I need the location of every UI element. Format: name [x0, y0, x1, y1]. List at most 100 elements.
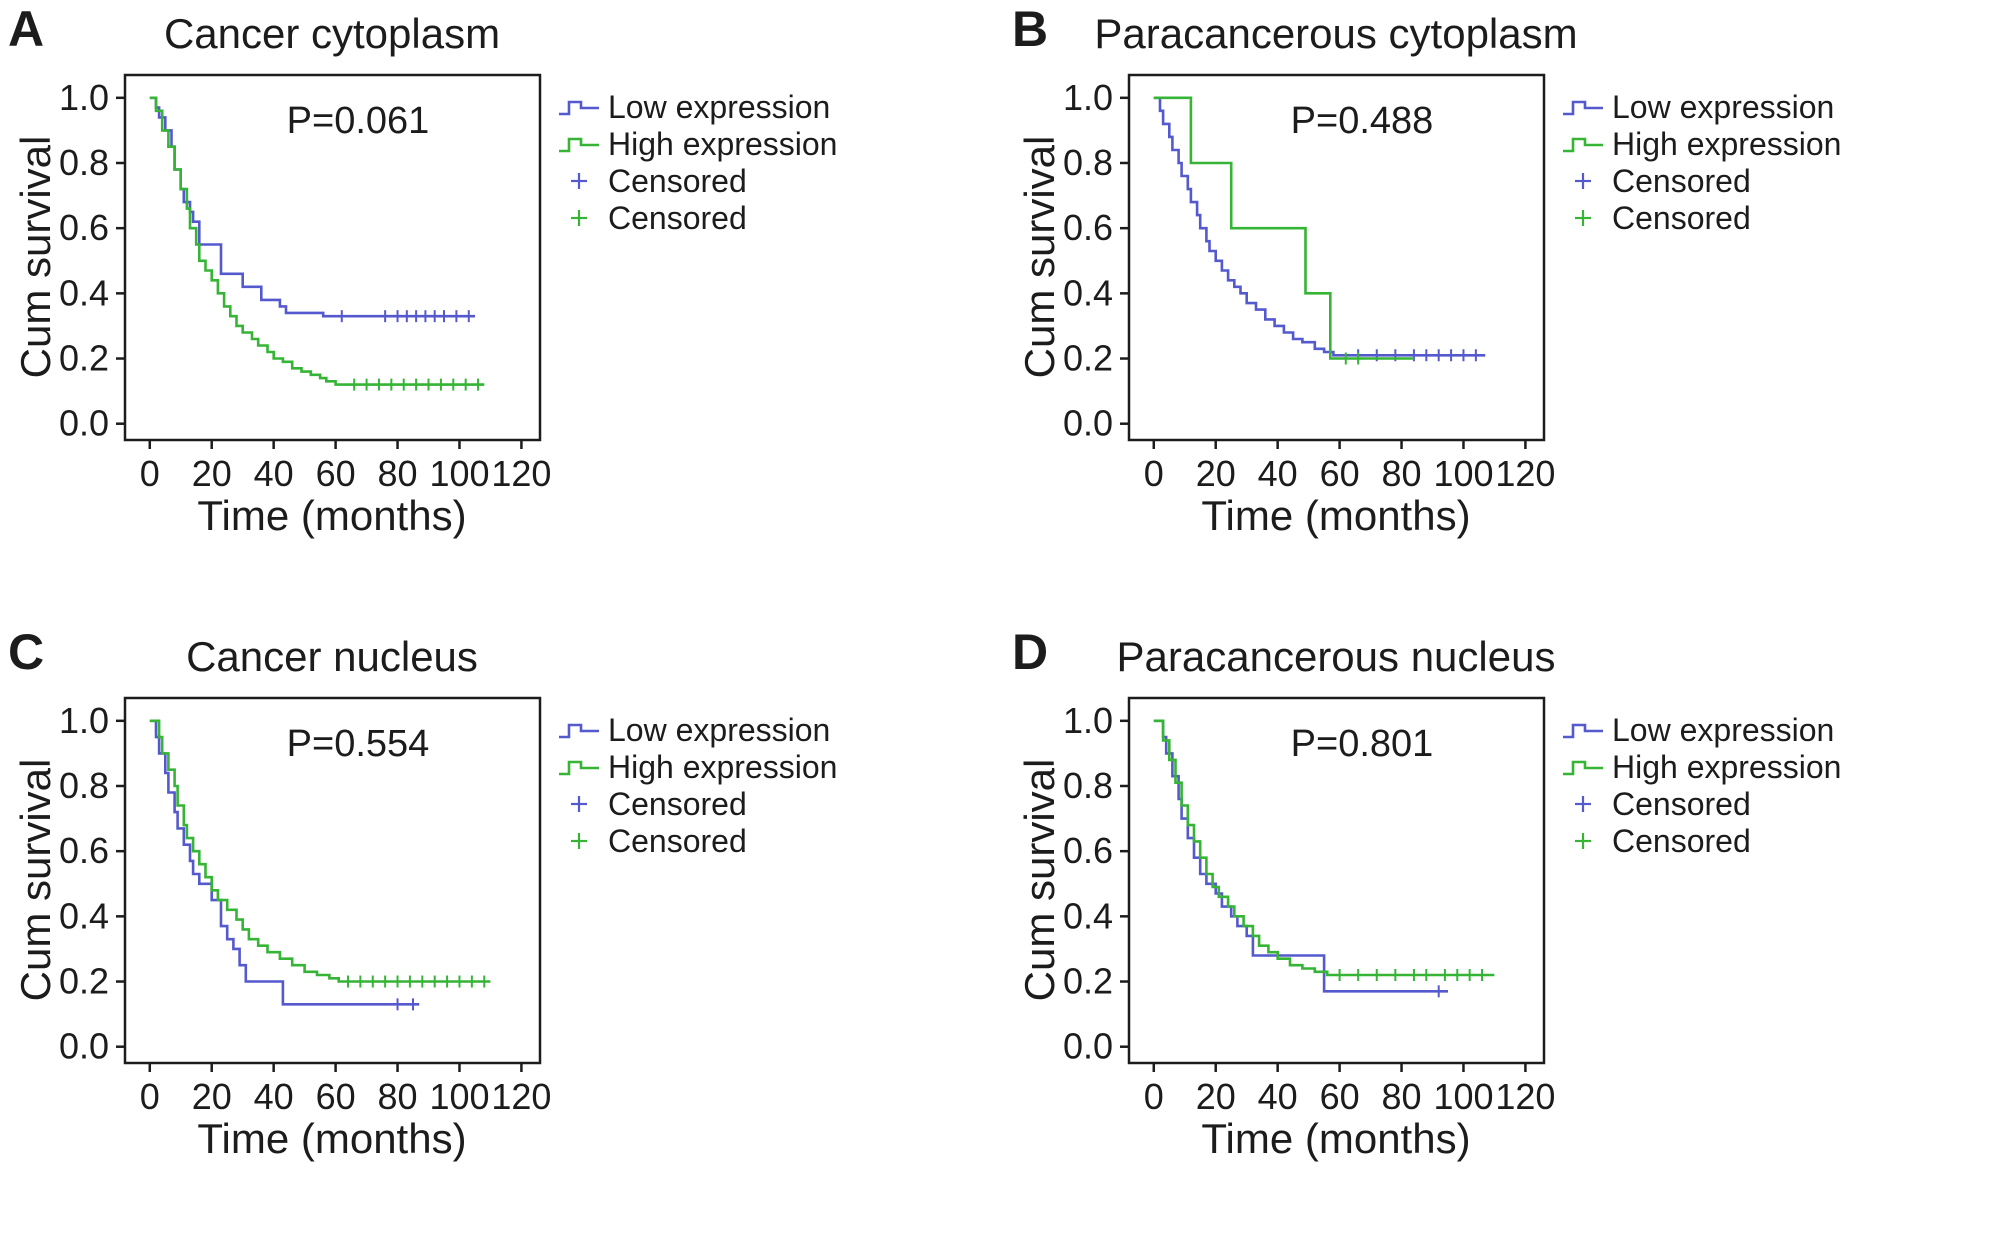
- y-tick-label: 1.0: [1063, 700, 1113, 741]
- survival-curve-low-expression: [149, 719, 420, 1006]
- y-tick-label: 0.0: [59, 1026, 109, 1067]
- legend-item-censored-low: Censored: [1560, 164, 1841, 198]
- y-tick-label: 0.8: [1063, 765, 1113, 806]
- survival-curve-low-expression: [1153, 719, 1448, 993]
- legend-item-censored-low: Censored: [1560, 787, 1841, 821]
- panel-label: A: [8, 1, 46, 57]
- y-tick-label: 0.6: [59, 830, 109, 871]
- x-tick-label: 80: [1382, 453, 1422, 494]
- x-tick-label: 20: [192, 453, 232, 494]
- censored-plus-icon: [1575, 173, 1591, 189]
- p-value-annotation: P=0.554: [286, 723, 430, 765]
- survival-curve-high-expression: [149, 719, 491, 983]
- step-line-icon: [559, 100, 599, 116]
- legend-label: Low expression: [1612, 712, 1835, 748]
- x-tick-label: 40: [1258, 453, 1298, 494]
- legend-label: Censored: [1612, 200, 1751, 236]
- y-tick-label: 0.2: [59, 338, 109, 379]
- x-tick-label: 60: [1320, 1076, 1360, 1117]
- y-tick-label: 0.2: [59, 961, 109, 1002]
- step-line-icon: [1563, 760, 1603, 776]
- plot-frame: [123, 73, 542, 442]
- legend-label: Low expression: [1612, 89, 1835, 125]
- step-line-icon: [1563, 723, 1603, 739]
- legend-item-low: Low expression: [1560, 90, 1841, 124]
- legend: Low expression High expression Censored Cen…: [1560, 713, 1841, 858]
- censored-plus-icon: [1575, 210, 1591, 226]
- legend: Low expression High expression Censored Cen…: [556, 713, 837, 858]
- survival-curve-high-expression: [149, 96, 485, 386]
- legend-label: Censored: [608, 786, 747, 822]
- x-axis-label: Time (months): [1201, 1115, 1471, 1162]
- x-axis-label: Time (months): [197, 492, 467, 539]
- censored-plus-icon: [1575, 796, 1591, 812]
- legend-label: Censored: [1612, 163, 1751, 199]
- x-tick-label: 0: [140, 1076, 160, 1117]
- x-tick-label: 60: [316, 453, 356, 494]
- x-tick-label: 80: [378, 453, 418, 494]
- x-axis-label: Time (months): [1201, 492, 1471, 539]
- step-line-icon: [1563, 100, 1603, 116]
- y-tick-label: 1.0: [1063, 77, 1113, 118]
- x-tick-label: 0: [140, 453, 160, 494]
- survival-curve-low-expression: [1153, 96, 1486, 357]
- plot-area: 0 20 40 60 80 100 120 0.0 0.2 0.4 0.6 0.8 1.0: [1063, 696, 1555, 1117]
- censored-plus-icon: [1575, 833, 1591, 849]
- x-tick-label: 0: [1144, 1076, 1164, 1117]
- legend-label: Censored: [1612, 823, 1751, 859]
- legend-label: Censored: [608, 823, 747, 859]
- y-tick-label: 0.6: [1063, 830, 1113, 871]
- step-line-icon: [559, 137, 599, 153]
- legend-label: High expression: [1612, 126, 1842, 162]
- x-tick-label: 80: [378, 1076, 418, 1117]
- step-line-icon: [559, 760, 599, 776]
- x-tick-label: 100: [1433, 453, 1493, 494]
- legend-label: Censored: [1612, 786, 1751, 822]
- panel-label: D: [1012, 624, 1050, 680]
- y-tick-label: 0.0: [1063, 403, 1113, 444]
- x-tick-label: 80: [1382, 1076, 1422, 1117]
- legend: Low expression High expression Censored Cen…: [1560, 90, 1841, 235]
- x-tick-label: 20: [1196, 1076, 1236, 1117]
- legend: Low expression High expression Censored Cen…: [556, 90, 837, 235]
- censored-plus-icon: [571, 796, 587, 812]
- legend-item-high: High expression: [1560, 750, 1841, 784]
- y-tick-label: 0.4: [1063, 272, 1113, 313]
- y-tick-label: 0.4: [59, 272, 109, 313]
- legend-item-censored-high: Censored: [556, 201, 837, 235]
- panel-title: Cancer cytoplasm: [163, 10, 501, 57]
- plot-area: 0 20 40 60 80 100 120 0.0 0.2 0.4 0.6 0.8 1.0: [1063, 73, 1555, 494]
- survival-curve-low-expression: [149, 96, 475, 318]
- y-tick-label: 0.6: [59, 207, 109, 248]
- y-tick-label: 1.0: [59, 77, 109, 118]
- p-value-annotation: P=0.061: [286, 100, 430, 142]
- y-tick-label: 0.0: [1063, 1026, 1113, 1067]
- legend-item-censored-low: Censored: [556, 787, 837, 821]
- y-tick-label: 0.8: [59, 142, 109, 183]
- survival-curve-high-expression: [1153, 719, 1495, 977]
- y-tick-label: 0.6: [1063, 207, 1113, 248]
- legend-label: Censored: [608, 200, 747, 236]
- x-tick-label: 40: [254, 453, 294, 494]
- plot-frame: [123, 696, 542, 1065]
- legend-item-high: High expression: [556, 750, 837, 784]
- x-tick-label: 100: [429, 453, 489, 494]
- legend-label: Censored: [608, 163, 747, 199]
- panel-cancer-cytoplasm: A Cancer cytoplasm Cum survival 0 20 40 60 8…: [0, 0, 1004, 623]
- y-tick-label: 0.8: [59, 765, 109, 806]
- y-tick-label: 1.0: [59, 700, 109, 741]
- panel-title: Paracancerous nucleus: [1116, 633, 1556, 680]
- x-tick-label: 120: [491, 453, 551, 494]
- legend-label: High expression: [608, 126, 838, 162]
- legend-label: Low expression: [608, 712, 831, 748]
- y-tick-label: 0.0: [59, 403, 109, 444]
- x-tick-label: 120: [1495, 453, 1555, 494]
- legend-item-censored-low: Censored: [556, 164, 837, 198]
- p-value-annotation: P=0.488: [1290, 100, 1434, 142]
- legend-item-low: Low expression: [556, 90, 837, 124]
- legend-item-high: High expression: [1560, 127, 1841, 161]
- censored-plus-icon: [571, 173, 587, 189]
- legend-item-censored-high: Censored: [1560, 201, 1841, 235]
- y-tick-label: 0.8: [1063, 142, 1113, 183]
